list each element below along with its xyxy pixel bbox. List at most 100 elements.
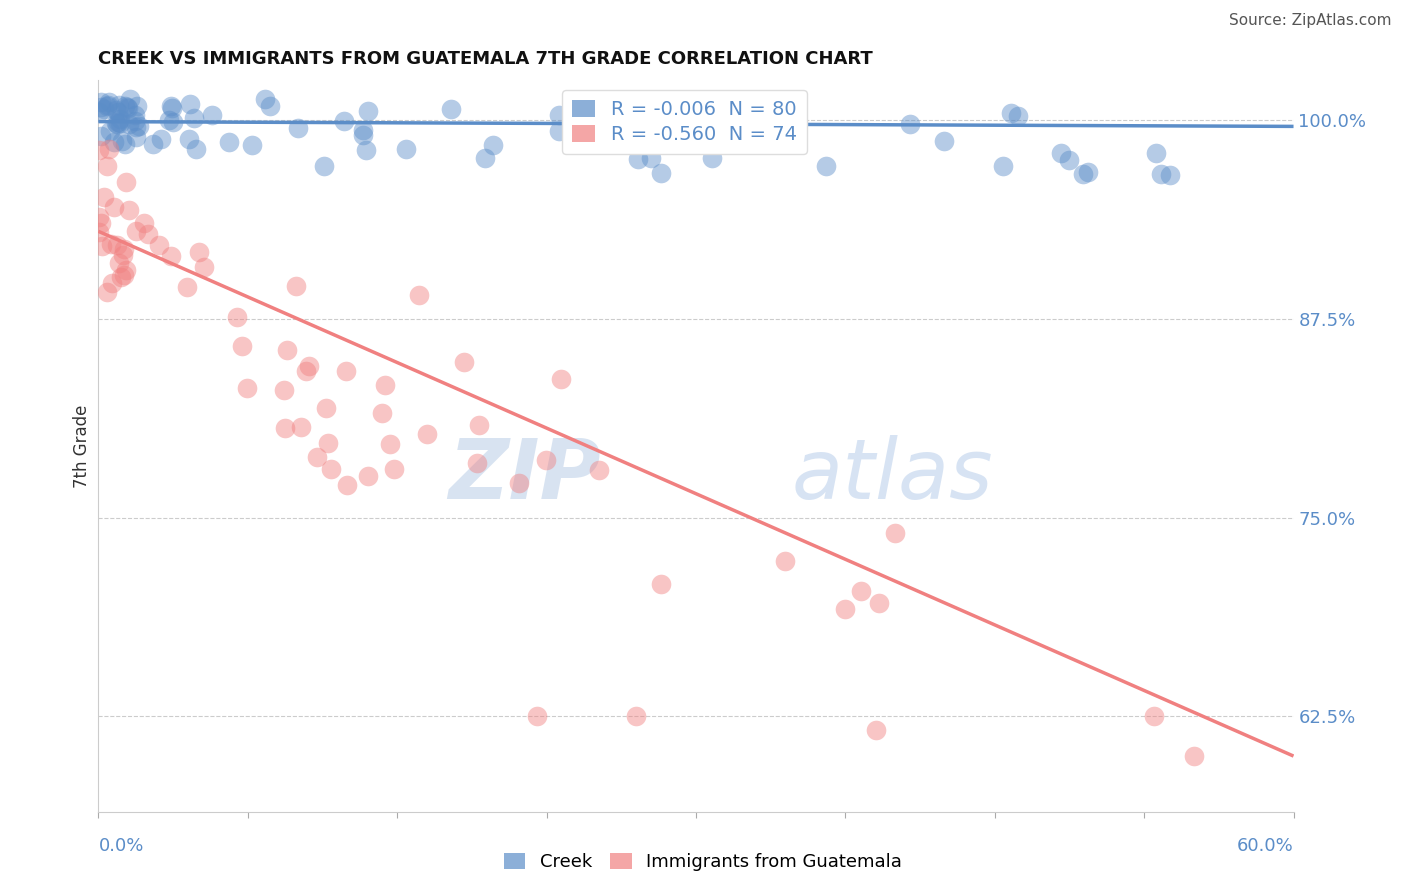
Point	[468, 417, 491, 432]
Point	[183, 111, 205, 125]
Point	[240, 137, 263, 152]
Point	[124, 224, 146, 238]
Point	[201, 108, 224, 122]
Point	[225, 310, 247, 324]
Point	[112, 248, 135, 262]
Point	[1159, 168, 1181, 182]
Point	[231, 339, 253, 353]
Point	[773, 554, 796, 568]
Y-axis label: 7th Grade: 7th Grade	[73, 404, 91, 488]
Point	[382, 461, 405, 475]
Point	[159, 249, 181, 263]
Point	[276, 343, 298, 358]
Point	[1143, 709, 1166, 723]
Point	[96, 99, 118, 113]
Point	[98, 124, 121, 138]
Point	[127, 99, 149, 113]
Point	[526, 709, 548, 723]
Point	[186, 142, 208, 156]
Text: 0.0%: 0.0%	[98, 838, 143, 855]
Point	[884, 526, 907, 541]
Point	[312, 159, 335, 173]
Point	[290, 419, 312, 434]
Point	[626, 709, 648, 723]
Point	[132, 216, 155, 230]
Point	[640, 152, 662, 166]
Point	[319, 461, 342, 475]
Text: CREEK VS IMMIGRANTS FROM GUATEMALA 7TH GRADE CORRELATION CHART: CREEK VS IMMIGRANTS FROM GUATEMALA 7TH G…	[98, 50, 873, 68]
Point	[100, 236, 122, 251]
Point	[111, 134, 134, 148]
Point	[1059, 153, 1081, 167]
Point	[991, 159, 1014, 173]
Text: atlas: atlas	[792, 434, 993, 516]
Point	[107, 104, 129, 119]
Point	[1050, 146, 1073, 161]
Point	[115, 100, 138, 114]
Point	[236, 381, 259, 395]
Point	[254, 92, 277, 106]
Point	[157, 112, 180, 127]
Point	[162, 114, 184, 128]
Point	[90, 128, 112, 143]
Point	[1077, 164, 1099, 178]
Point	[650, 577, 672, 591]
Point	[1144, 145, 1167, 160]
Point	[440, 102, 463, 116]
Text: 60.0%: 60.0%	[1237, 838, 1294, 855]
Point	[633, 116, 655, 130]
Legend: R = -0.006  N = 80, R = -0.560  N = 74: R = -0.006 N = 80, R = -0.560 N = 74	[562, 90, 807, 154]
Point	[104, 115, 127, 129]
Point	[305, 450, 328, 464]
Point	[336, 478, 359, 492]
Point	[103, 135, 125, 149]
Point	[357, 469, 380, 483]
Point	[508, 475, 530, 490]
Point	[550, 372, 572, 386]
Point	[356, 144, 378, 158]
Point	[298, 359, 321, 373]
Point	[110, 270, 132, 285]
Point	[218, 136, 240, 150]
Point	[105, 103, 128, 117]
Point	[89, 105, 111, 120]
Point	[120, 92, 142, 106]
Text: ZIP: ZIP	[447, 434, 600, 516]
Point	[1007, 109, 1029, 123]
Point	[176, 280, 198, 294]
Point	[117, 101, 139, 115]
Point	[93, 190, 115, 204]
Point	[96, 285, 118, 300]
Point	[700, 151, 723, 165]
Point	[834, 601, 856, 615]
Point	[98, 95, 121, 109]
Point	[90, 216, 112, 230]
Point	[193, 260, 215, 275]
Point	[112, 242, 135, 256]
Point	[118, 117, 141, 131]
Point	[179, 97, 201, 112]
Point	[148, 237, 170, 252]
Point	[108, 97, 131, 112]
Point	[160, 99, 183, 113]
Point	[124, 129, 146, 144]
Point	[474, 151, 496, 165]
Point	[110, 116, 132, 130]
Point	[187, 245, 209, 260]
Point	[107, 115, 129, 129]
Point	[114, 268, 136, 282]
Point	[114, 136, 136, 151]
Point	[128, 119, 150, 133]
Point	[865, 723, 887, 738]
Point	[284, 279, 307, 293]
Point	[118, 202, 141, 217]
Point	[114, 263, 136, 277]
Point	[408, 288, 430, 302]
Point	[160, 101, 183, 115]
Point	[576, 136, 599, 150]
Point	[371, 406, 394, 420]
Point	[352, 128, 374, 143]
Point	[374, 378, 396, 392]
Point	[87, 211, 110, 225]
Point	[90, 95, 112, 109]
